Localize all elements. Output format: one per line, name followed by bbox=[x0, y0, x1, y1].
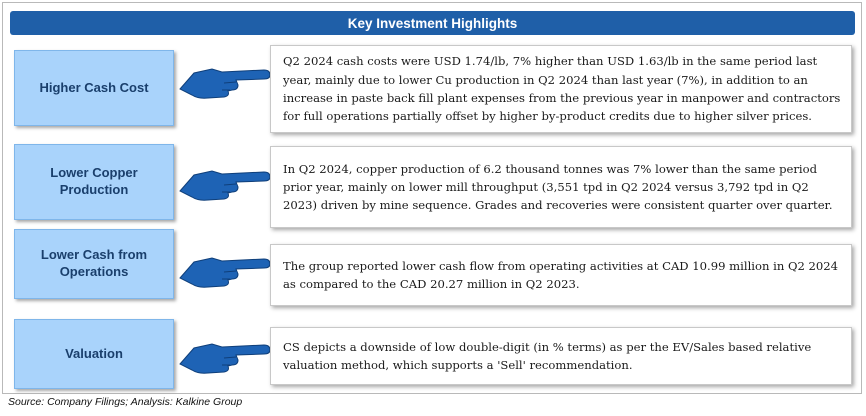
highlight-label-higher-cash-cost: Higher Cash Cost bbox=[14, 50, 174, 126]
highlight-label-text: Lower Cash from Operations bbox=[40, 247, 148, 279]
highlight-text-box: In Q2 2024, copper production of 6.2 tho… bbox=[270, 146, 852, 228]
highlight-text-box: CS depicts a downside of low double-digi… bbox=[270, 327, 852, 385]
highlight-text: The group reported lower cash flow from … bbox=[283, 258, 839, 291]
pointing-hand-icon bbox=[179, 343, 271, 374]
highlight-text-box: Q2 2024 cash costs were USD 1.74/lb, 7% … bbox=[270, 45, 852, 133]
page-title: Key Investment Highlights bbox=[10, 11, 855, 35]
highlight-text-box: The group reported lower cash flow from … bbox=[270, 244, 852, 306]
pointing-hand-icon bbox=[179, 170, 271, 201]
source-note: Source: Company Filings; Analysis: Kalki… bbox=[8, 396, 243, 408]
highlight-text: In Q2 2024, copper production of 6.2 tho… bbox=[283, 161, 833, 213]
highlight-label-valuation: Valuation bbox=[14, 319, 174, 389]
highlight-text: CS depicts a downside of low double-digi… bbox=[283, 339, 812, 372]
highlight-text: Q2 2024 cash costs were USD 1.74/lb, 7% … bbox=[283, 54, 841, 124]
highlight-label-lower-copper-production: Lower Copper Production bbox=[14, 144, 174, 220]
pointing-hand-icon bbox=[179, 257, 271, 288]
pointing-hand-icon bbox=[179, 68, 271, 99]
highlight-label-lower-cash-from-operations: Lower Cash from Operations bbox=[14, 229, 174, 299]
